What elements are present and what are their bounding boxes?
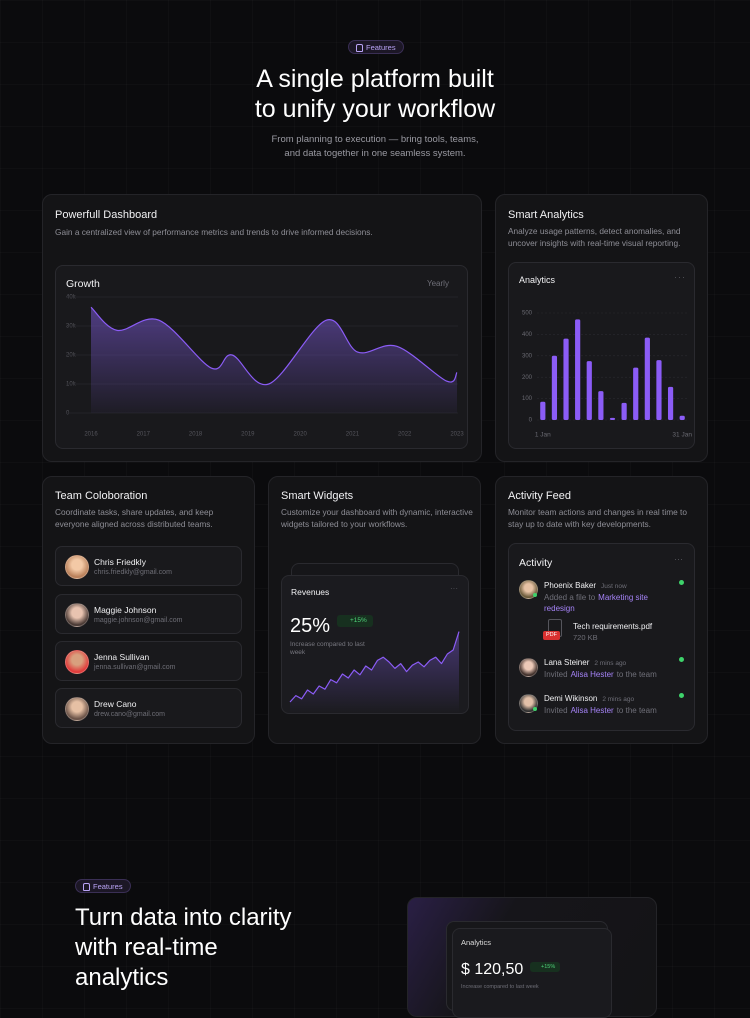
menu-dots[interactable]: ··· <box>674 272 686 282</box>
change-badge: +15% <box>337 615 373 627</box>
card-description: Coordinate tasks, share updates, and kee… <box>55 507 214 529</box>
online-dot <box>533 707 537 711</box>
action: Added a file to <box>544 593 596 602</box>
activity-line: Added a file to Marketing site redesign <box>544 592 674 614</box>
widget-title: Revenues <box>291 587 330 597</box>
rest: to the team <box>616 706 657 715</box>
time: 2 mins ago <box>594 660 627 667</box>
online-dot <box>533 593 537 597</box>
avatar <box>65 603 89 627</box>
section-title: Turn data into clarity with real-time an… <box>75 903 292 993</box>
activity-line: Invited Alisa Hester to the team <box>544 705 684 716</box>
member-email: drew.cano@gmail.com <box>94 711 165 718</box>
file-badge: PDF <box>543 631 560 640</box>
title-line: analytics <box>75 964 169 991</box>
target[interactable]: Alisa Hester <box>570 670 614 679</box>
period-select[interactable]: Yearly <box>427 279 449 288</box>
widget-note: Increase compared to last week <box>290 641 365 656</box>
amount: $ 120,50 <box>461 961 524 978</box>
badge: Features <box>348 40 404 54</box>
member-email: jenna.sullivan@gmail.com <box>94 664 176 671</box>
panel-title: Analytics <box>519 275 556 285</box>
panel-title: Activity <box>519 557 553 569</box>
card-description: Gain a centralized view of performance m… <box>55 227 373 237</box>
growth-panel <box>55 265 468 449</box>
member-email: chris.friedkly@gmail.com <box>94 569 172 576</box>
avatar <box>519 658 538 677</box>
hero-title: A single platform built to unify your wo… <box>0 64 750 124</box>
card-title: Team Coloboration <box>55 490 148 502</box>
change-badge: +15% <box>530 962 561 972</box>
status-dot <box>679 657 684 662</box>
badge: Features <box>75 879 131 893</box>
name: Lana Steiner <box>544 658 590 667</box>
card-description: Customize your dashboard with dynamic, i… <box>281 507 473 529</box>
card-title: Activity Feed <box>508 490 571 502</box>
name: Demi Wikinson <box>544 694 598 703</box>
headline-value: 25% <box>290 615 331 637</box>
card-description: Analyze usage patterns, detect anomalies… <box>508 226 681 248</box>
title-line: with real-time <box>75 934 218 961</box>
subtitle-line: and data together in one seamless system… <box>284 148 466 159</box>
action: Invited <box>544 706 568 715</box>
file-size: 720 KB <box>573 633 598 642</box>
member-row: Chris Friedkly chris.friedkly@gmail.com <box>55 546 242 586</box>
activity-name: Lana Steiner 2 mins ago <box>544 658 626 667</box>
activity-panel <box>508 543 695 731</box>
name: Phoenix Baker <box>544 581 597 590</box>
member-name: Maggie Johnson <box>94 605 157 615</box>
rest: to the team <box>616 670 657 679</box>
avatar <box>65 650 89 674</box>
time: 2 mins ago <box>602 696 635 703</box>
panel-title: Growth <box>66 278 100 290</box>
subtitle-line: From planning to execution — bring tools… <box>271 134 479 145</box>
action: Invited <box>544 670 568 679</box>
status-dot <box>679 580 684 585</box>
analytics-panel <box>508 262 695 449</box>
title-line: Turn data into clarity <box>75 904 292 931</box>
menu-dots[interactable]: ··· <box>450 584 458 593</box>
title-line: A single platform built <box>256 65 494 93</box>
activity-line: Invited Alisa Hester to the team <box>544 669 684 680</box>
member-row: Jenna Sullivan jenna.sullivan@gmail.com <box>55 641 242 681</box>
member-name: Jenna Sullivan <box>94 652 150 662</box>
card-description: Monitor team actions and changes in real… <box>508 507 687 529</box>
time: Just now <box>601 583 627 590</box>
widget-title: Analytics <box>461 938 492 947</box>
member-email: maggie.johnson@gmail.com <box>94 617 183 624</box>
hero-subtitle: From planning to execution — bring tools… <box>0 133 750 161</box>
activity-name: Demi Wikinson 2 mins ago <box>544 694 634 703</box>
target[interactable]: Alisa Hester <box>570 706 614 715</box>
avatar <box>65 555 89 579</box>
status-dot <box>679 693 684 698</box>
widget-note: Increase compared to last week <box>461 984 539 990</box>
member-name: Chris Friedkly <box>94 557 146 567</box>
target[interactable]: Marketing site redesign <box>544 593 648 613</box>
menu-dots[interactable]: ··· <box>674 554 683 564</box>
member-name: Drew Cano <box>94 699 137 709</box>
title-line: to unify your workflow <box>254 95 496 123</box>
activity-name: Phoenix Baker Just now <box>544 581 627 590</box>
card-title: Smart Analytics <box>508 209 584 221</box>
member-row: Maggie Johnson maggie.johnson@gmail.com <box>55 594 242 634</box>
avatar <box>65 697 89 721</box>
file-name: Tech requirements.pdf <box>573 622 653 631</box>
card-title: Smart Widgets <box>281 490 354 502</box>
member-row: Drew Cano drew.cano@gmail.com <box>55 688 242 728</box>
card-title: Powerfull Dashboard <box>55 209 158 221</box>
